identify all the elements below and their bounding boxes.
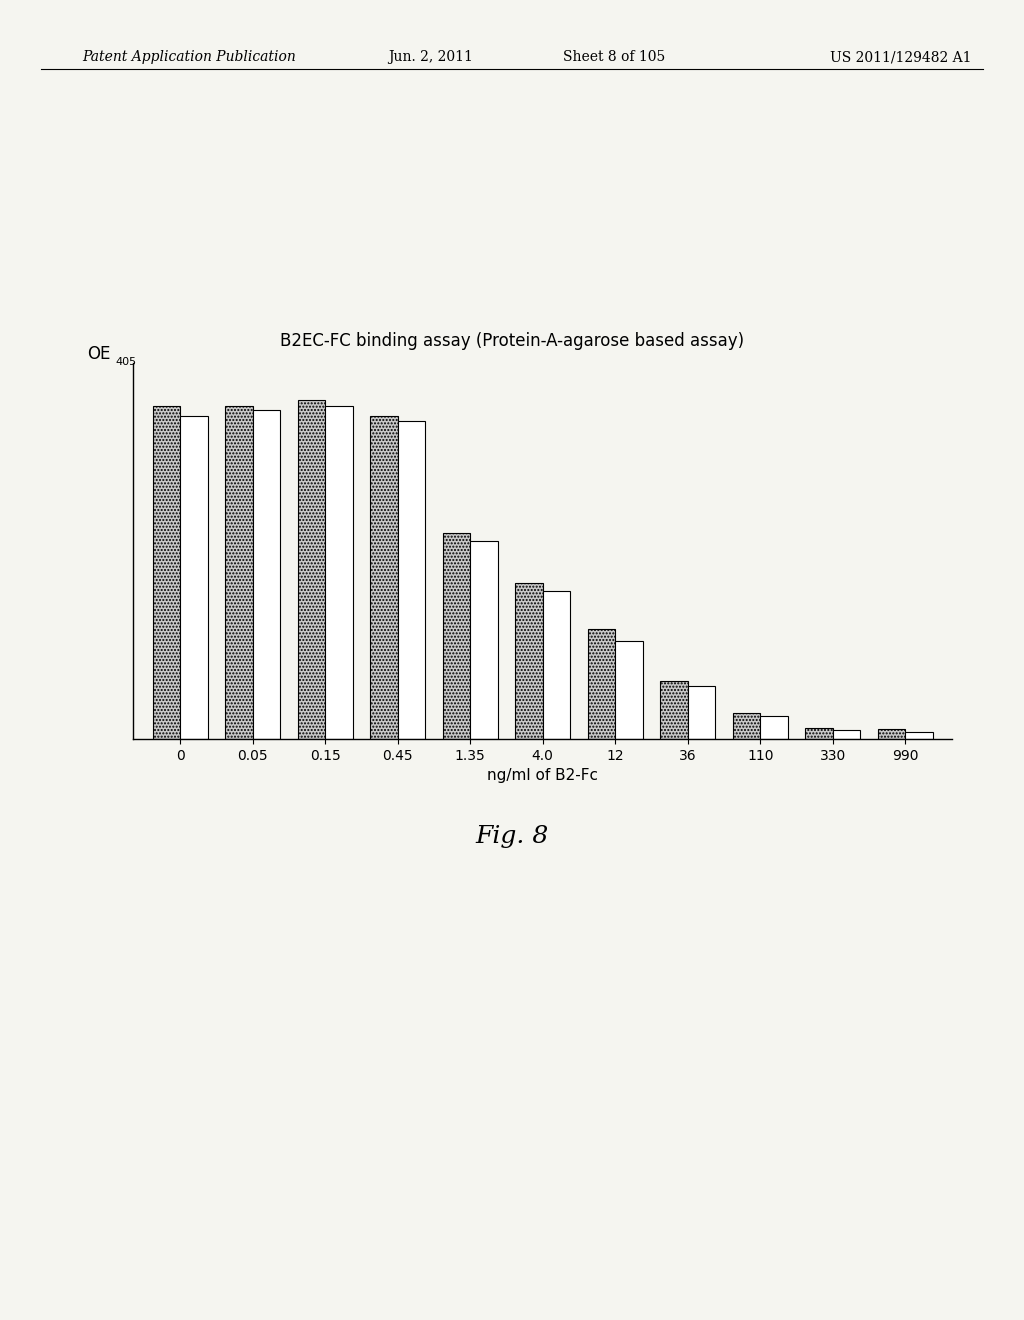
Text: US 2011/129482 A1: US 2011/129482 A1 — [830, 50, 972, 65]
Bar — [833, 730, 860, 739]
Text: Fig. 8: Fig. 8 — [475, 825, 549, 847]
Text: Patent Application Publication: Patent Application Publication — [82, 50, 296, 65]
Bar — [253, 409, 281, 739]
Bar — [615, 642, 643, 739]
Text: OE: OE — [87, 345, 111, 363]
Bar — [442, 533, 470, 739]
Text: Jun. 2, 2011: Jun. 2, 2011 — [388, 50, 472, 65]
Bar — [660, 681, 688, 739]
Bar — [805, 727, 833, 739]
Text: 405: 405 — [116, 356, 137, 367]
Bar — [397, 421, 425, 739]
Bar — [543, 591, 570, 739]
Bar — [326, 407, 353, 739]
Bar — [760, 715, 787, 739]
Bar — [470, 541, 498, 739]
Text: Sheet 8 of 105: Sheet 8 of 105 — [563, 50, 666, 65]
Bar — [688, 686, 715, 739]
Bar — [225, 407, 253, 739]
Bar — [180, 416, 208, 739]
Bar — [878, 729, 905, 739]
Bar — [905, 731, 933, 739]
X-axis label: ng/ml of B2-Fc: ng/ml of B2-Fc — [487, 768, 598, 784]
Bar — [371, 416, 397, 739]
Bar — [298, 400, 326, 739]
Text: B2EC-FC binding assay (Protein-A-agarose based assay): B2EC-FC binding assay (Protein-A-agarose… — [280, 331, 744, 350]
Bar — [588, 630, 615, 739]
Bar — [515, 582, 543, 739]
Bar — [732, 713, 760, 739]
Bar — [153, 407, 180, 739]
